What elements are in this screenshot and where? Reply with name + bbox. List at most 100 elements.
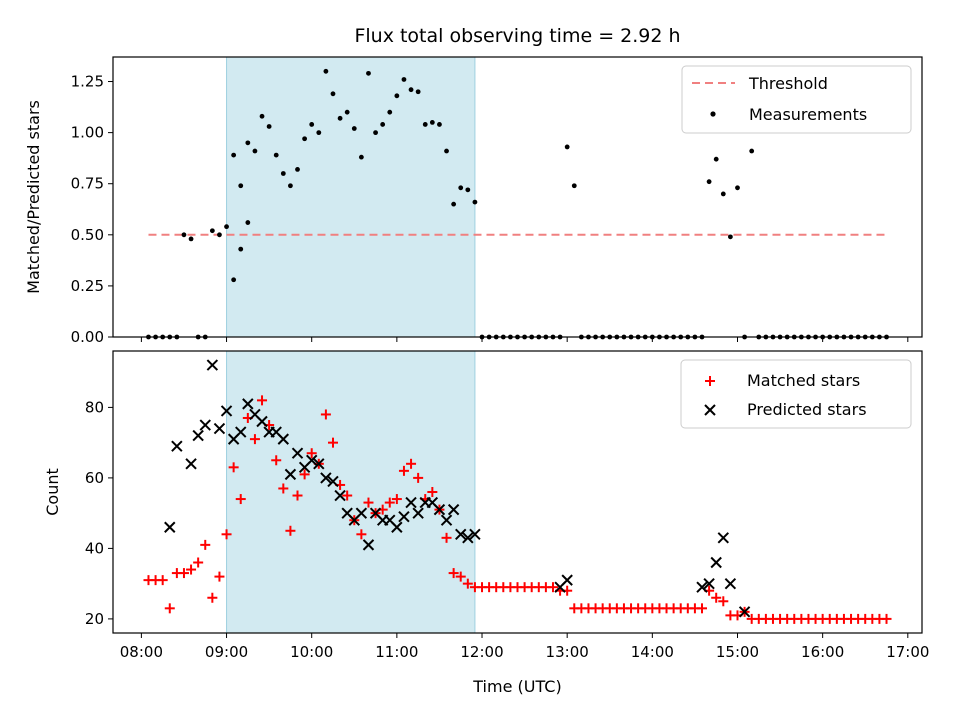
matched-point-7 — [193, 557, 204, 568]
measurement-point-41 — [415, 89, 421, 95]
predicted-point-41 — [462, 532, 474, 544]
measurement-point-82 — [706, 179, 712, 185]
chart-title: Flux total observing time = 2.92 h — [354, 25, 680, 47]
matched-point-30 — [356, 529, 367, 540]
matched-point-2 — [157, 575, 168, 586]
matched-point-26 — [327, 437, 338, 448]
measurement-point-42 — [422, 122, 428, 127]
predicted-point-32 — [398, 510, 410, 523]
predicted-point-44 — [561, 574, 573, 586]
predicted-point-20 — [313, 458, 325, 470]
predicted-point-6 — [213, 422, 226, 435]
bottom-legend: Matched stars Predicted stars — [680, 359, 912, 429]
legend-matched-swatch — [705, 376, 715, 386]
xtick-label-9: 17:00 — [886, 643, 929, 661]
matched-point-12 — [228, 462, 239, 473]
measurement-point-5 — [181, 232, 187, 238]
matched-point-78 — [697, 603, 708, 614]
measurement-point-27 — [316, 130, 322, 136]
measurement-point-21 — [273, 152, 279, 158]
matched-point-42 — [441, 532, 452, 543]
measurement-point-38 — [394, 93, 400, 99]
matched-point-15 — [249, 434, 260, 445]
measurement-point-33 — [358, 154, 364, 160]
top-y-axis-label: Matched/Predicted stars — [24, 100, 43, 294]
measurement-point-12 — [231, 277, 237, 283]
measurement-point-32 — [351, 126, 357, 131]
measurement-point-63 — [571, 183, 577, 189]
xtick-label-6: 14:00 — [631, 643, 674, 661]
top-axes-frame — [112, 56, 923, 338]
predicted-point-22 — [327, 475, 339, 488]
xtick-label-7: 15:00 — [716, 643, 759, 661]
predicted-point-17 — [291, 447, 304, 459]
measurement-point-40 — [408, 87, 414, 93]
measurement-point-85 — [727, 234, 733, 240]
top-y-ticks: 0.00 0.25 0.50 0.75 1.00 1.25 — [71, 73, 113, 346]
measurement-point-30 — [337, 115, 343, 121]
bottom-y-ticks: 20 40 60 80 — [85, 398, 113, 628]
measurement-point-17 — [245, 140, 251, 146]
measurement-point-83 — [713, 156, 719, 162]
matched-point-6 — [186, 564, 197, 575]
bottom-axes-frame — [112, 350, 923, 634]
legend-label-predicted: Predicted stars — [747, 400, 867, 419]
measurement-point-28 — [323, 68, 329, 74]
measurement-point-45 — [444, 148, 449, 154]
bottom-x-ticks: 08:00 09:00 10:00 11:00 12:00 13:00 14:00 15:00… — [120, 633, 929, 661]
matched-point-22 — [299, 469, 310, 480]
xtick-label-3: 11:00 — [375, 643, 418, 661]
measurement-point-6 — [188, 236, 194, 242]
predicted-point-1 — [171, 440, 183, 452]
top-shaded-region — [226, 56, 476, 338]
measurement-point-48 — [465, 187, 471, 193]
matched-point-35 — [391, 494, 402, 505]
measurement-point-46 — [451, 201, 457, 207]
matched-point-44 — [455, 571, 466, 582]
matched-point-43 — [448, 568, 459, 579]
measurement-point-25 — [302, 136, 308, 142]
matched-point-5 — [178, 568, 189, 579]
matched-point-28 — [342, 490, 353, 501]
predicted-point-37 — [433, 503, 446, 516]
measurement-point-88 — [749, 148, 755, 154]
top-legend-box — [681, 65, 912, 134]
matched-point-81 — [718, 596, 729, 607]
xtick-label-8: 16:00 — [801, 643, 844, 661]
matched-point-23 — [306, 448, 317, 459]
bottom-shaded-region — [226, 350, 476, 634]
measurement-point-9 — [209, 228, 215, 234]
predicted-point-26 — [355, 507, 368, 519]
matched-point-3 — [164, 603, 175, 614]
predicted-stars-points — [164, 359, 751, 618]
legend-x-marker — [704, 404, 716, 416]
predicted-point-3 — [192, 429, 204, 442]
legend-label-measurements: Measurements — [749, 105, 867, 124]
predicted-point-5 — [206, 359, 219, 371]
measurement-point-84 — [720, 191, 726, 197]
predicted-point-31 — [391, 521, 403, 533]
predicted-point-33 — [405, 496, 417, 509]
measurement-point-39 — [401, 77, 407, 82]
matched-point-13 — [235, 494, 246, 505]
measurement-point-36 — [380, 122, 386, 127]
predicted-point-48 — [717, 532, 730, 544]
bottom-y-axis-label: Count — [43, 468, 62, 516]
predicted-point-38 — [440, 514, 453, 526]
predicted-point-15 — [277, 433, 290, 445]
predicted-point-2 — [185, 458, 197, 470]
measurement-point-86 — [735, 185, 740, 191]
measurement-point-34 — [366, 70, 371, 76]
measurement-point-19 — [259, 113, 265, 119]
matched-point-38 — [413, 472, 424, 483]
predicted-point-45 — [696, 581, 708, 593]
predicted-point-50 — [738, 606, 751, 618]
matched-point-16 — [257, 395, 268, 406]
measurement-point-29 — [330, 91, 336, 97]
measurement-point-22 — [280, 171, 286, 176]
matched-point-37 — [406, 458, 417, 469]
matched-point-57 — [547, 582, 558, 593]
legend-predicted-swatch — [704, 404, 716, 416]
predicted-point-19 — [305, 454, 318, 466]
